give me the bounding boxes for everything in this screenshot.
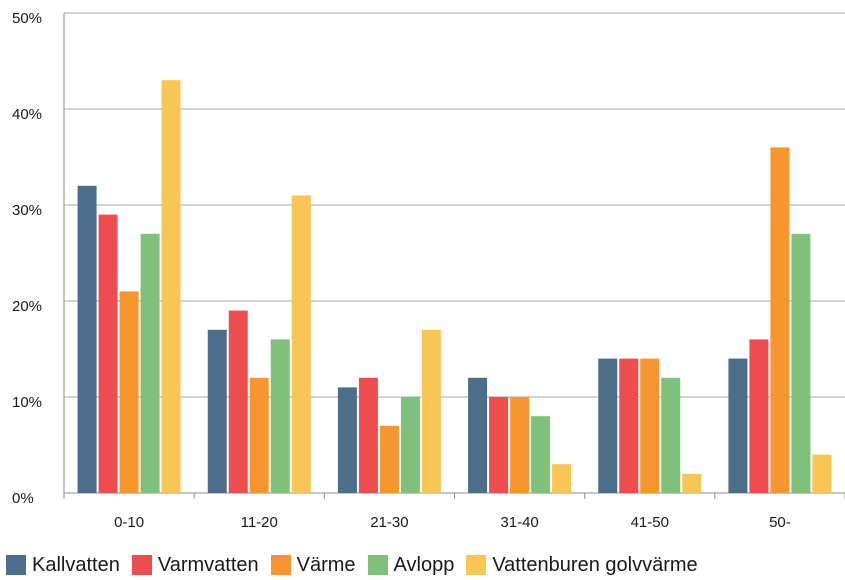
legend-item: Avlopp	[367, 553, 455, 577]
y-tick-label: 40%	[12, 106, 42, 123]
bar-4-0	[598, 358, 618, 493]
bar-4-1	[619, 358, 639, 493]
bar-0-1	[98, 214, 118, 493]
y-tick-label: 10%	[12, 394, 42, 411]
legend-label: Kallvatten	[32, 553, 120, 576]
bar-4-3	[661, 377, 681, 493]
y-tick-label: 50%	[12, 10, 42, 27]
bar-1-1	[228, 310, 248, 493]
legend-swatch	[270, 555, 291, 575]
legend-swatch	[367, 555, 388, 575]
bar-2-2	[379, 425, 399, 493]
legend-item: Vattenburen golvvärme	[466, 553, 698, 577]
legend-item: Kallvatten	[6, 554, 120, 577]
bar-2-4	[421, 329, 441, 493]
legend-swatch	[6, 555, 26, 575]
legend-label: Avlopp	[393, 553, 455, 576]
bar-4-4	[682, 473, 702, 493]
y-tick-label: 20%	[12, 298, 42, 315]
legend-label: Varmvatten	[157, 553, 259, 576]
bar-chart: 0% 10% 20% 30% 40% 50% 0-10 11-20 21-30 31-40 41-5…	[12, 10, 845, 531]
bar-1-4	[291, 195, 311, 493]
bar-0-0	[77, 185, 97, 494]
bar-3-0	[468, 377, 488, 493]
y-tick-label: 0%	[12, 490, 34, 507]
bar-1-3	[270, 339, 290, 493]
bar-0-4	[161, 80, 181, 493]
bar-5-0	[728, 358, 748, 493]
bar-2-3	[400, 397, 420, 493]
chart-legend: Kallvatten Varmvatten Värme Avlopp Vattenbur…	[6, 551, 710, 579]
bar-3-2	[510, 397, 530, 493]
bar-0-3	[140, 233, 160, 494]
bar-5-1	[749, 339, 769, 493]
bar-0-2	[119, 291, 139, 493]
legend-swatch	[131, 555, 152, 575]
y-tick-label: 30%	[12, 202, 42, 219]
legend-item: Värme	[270, 553, 356, 577]
x-tick-label: 21-30	[370, 514, 408, 531]
bar-5-2	[770, 147, 790, 493]
x-tick-label: 31-40	[500, 514, 538, 531]
bar-5-3	[791, 233, 811, 494]
legend-item: Varmvatten	[131, 553, 259, 577]
bar-3-1	[489, 397, 509, 493]
bar-1-2	[249, 377, 269, 493]
bar-2-0	[337, 387, 357, 493]
bar-1-0	[207, 329, 227, 493]
x-tick-label: 50-	[769, 514, 791, 531]
bar-2-1	[358, 377, 378, 493]
bar-4-2	[640, 358, 660, 493]
legend-label: Värme	[296, 553, 356, 576]
legend-label: Vattenburen golvvärme	[492, 553, 698, 576]
legend-swatch	[466, 555, 487, 575]
bar-3-3	[531, 416, 551, 493]
x-tick-label: 0-10	[114, 514, 144, 531]
x-tick-label: 41-50	[631, 514, 669, 531]
bar-3-4	[552, 464, 572, 493]
bar-5-4	[812, 454, 832, 493]
x-tick-label: 11-20	[241, 514, 278, 531]
